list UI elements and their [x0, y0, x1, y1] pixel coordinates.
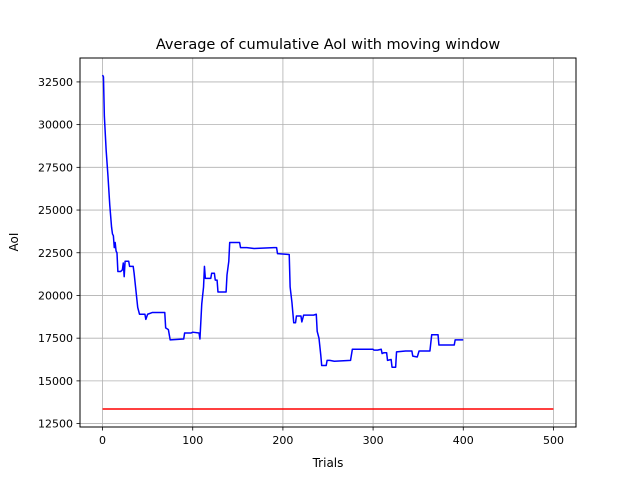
y-tick-label: 17500 — [38, 332, 73, 345]
y-tick-label: 20000 — [38, 289, 73, 302]
x-axis: 0 100 200 300 400 500 — [99, 427, 564, 447]
y-tick-label: 25000 — [38, 204, 73, 217]
series-line-1 — [101, 74, 464, 368]
x-tick-label: 100 — [182, 434, 203, 447]
y-tick-label: 22500 — [38, 247, 73, 260]
y-tick-label: 15000 — [38, 375, 73, 388]
y-tick-label: 30000 — [38, 119, 73, 132]
y-tick-label: 27500 — [38, 161, 73, 174]
x-tick-label: 200 — [272, 434, 293, 447]
series-layer — [101, 74, 554, 410]
y-tick-label: 12500 — [38, 418, 73, 431]
y-axis: 12500 15000 17500 20000 22500 25000 27500 30000… — [38, 76, 80, 431]
chart-title: Average of cumulative AoI with moving wi… — [156, 37, 501, 53]
x-tick-label: 500 — [543, 434, 564, 447]
x-tick-label: 300 — [363, 434, 384, 447]
x-tick-label: 400 — [453, 434, 474, 447]
y-axis-label: AoI — [7, 233, 21, 252]
x-axis-label: Trials — [312, 456, 344, 470]
x-tick-label: 0 — [99, 434, 106, 447]
grid-lines — [80, 58, 576, 427]
plot-frame — [79, 57, 577, 428]
y-tick-label: 32500 — [38, 76, 73, 89]
